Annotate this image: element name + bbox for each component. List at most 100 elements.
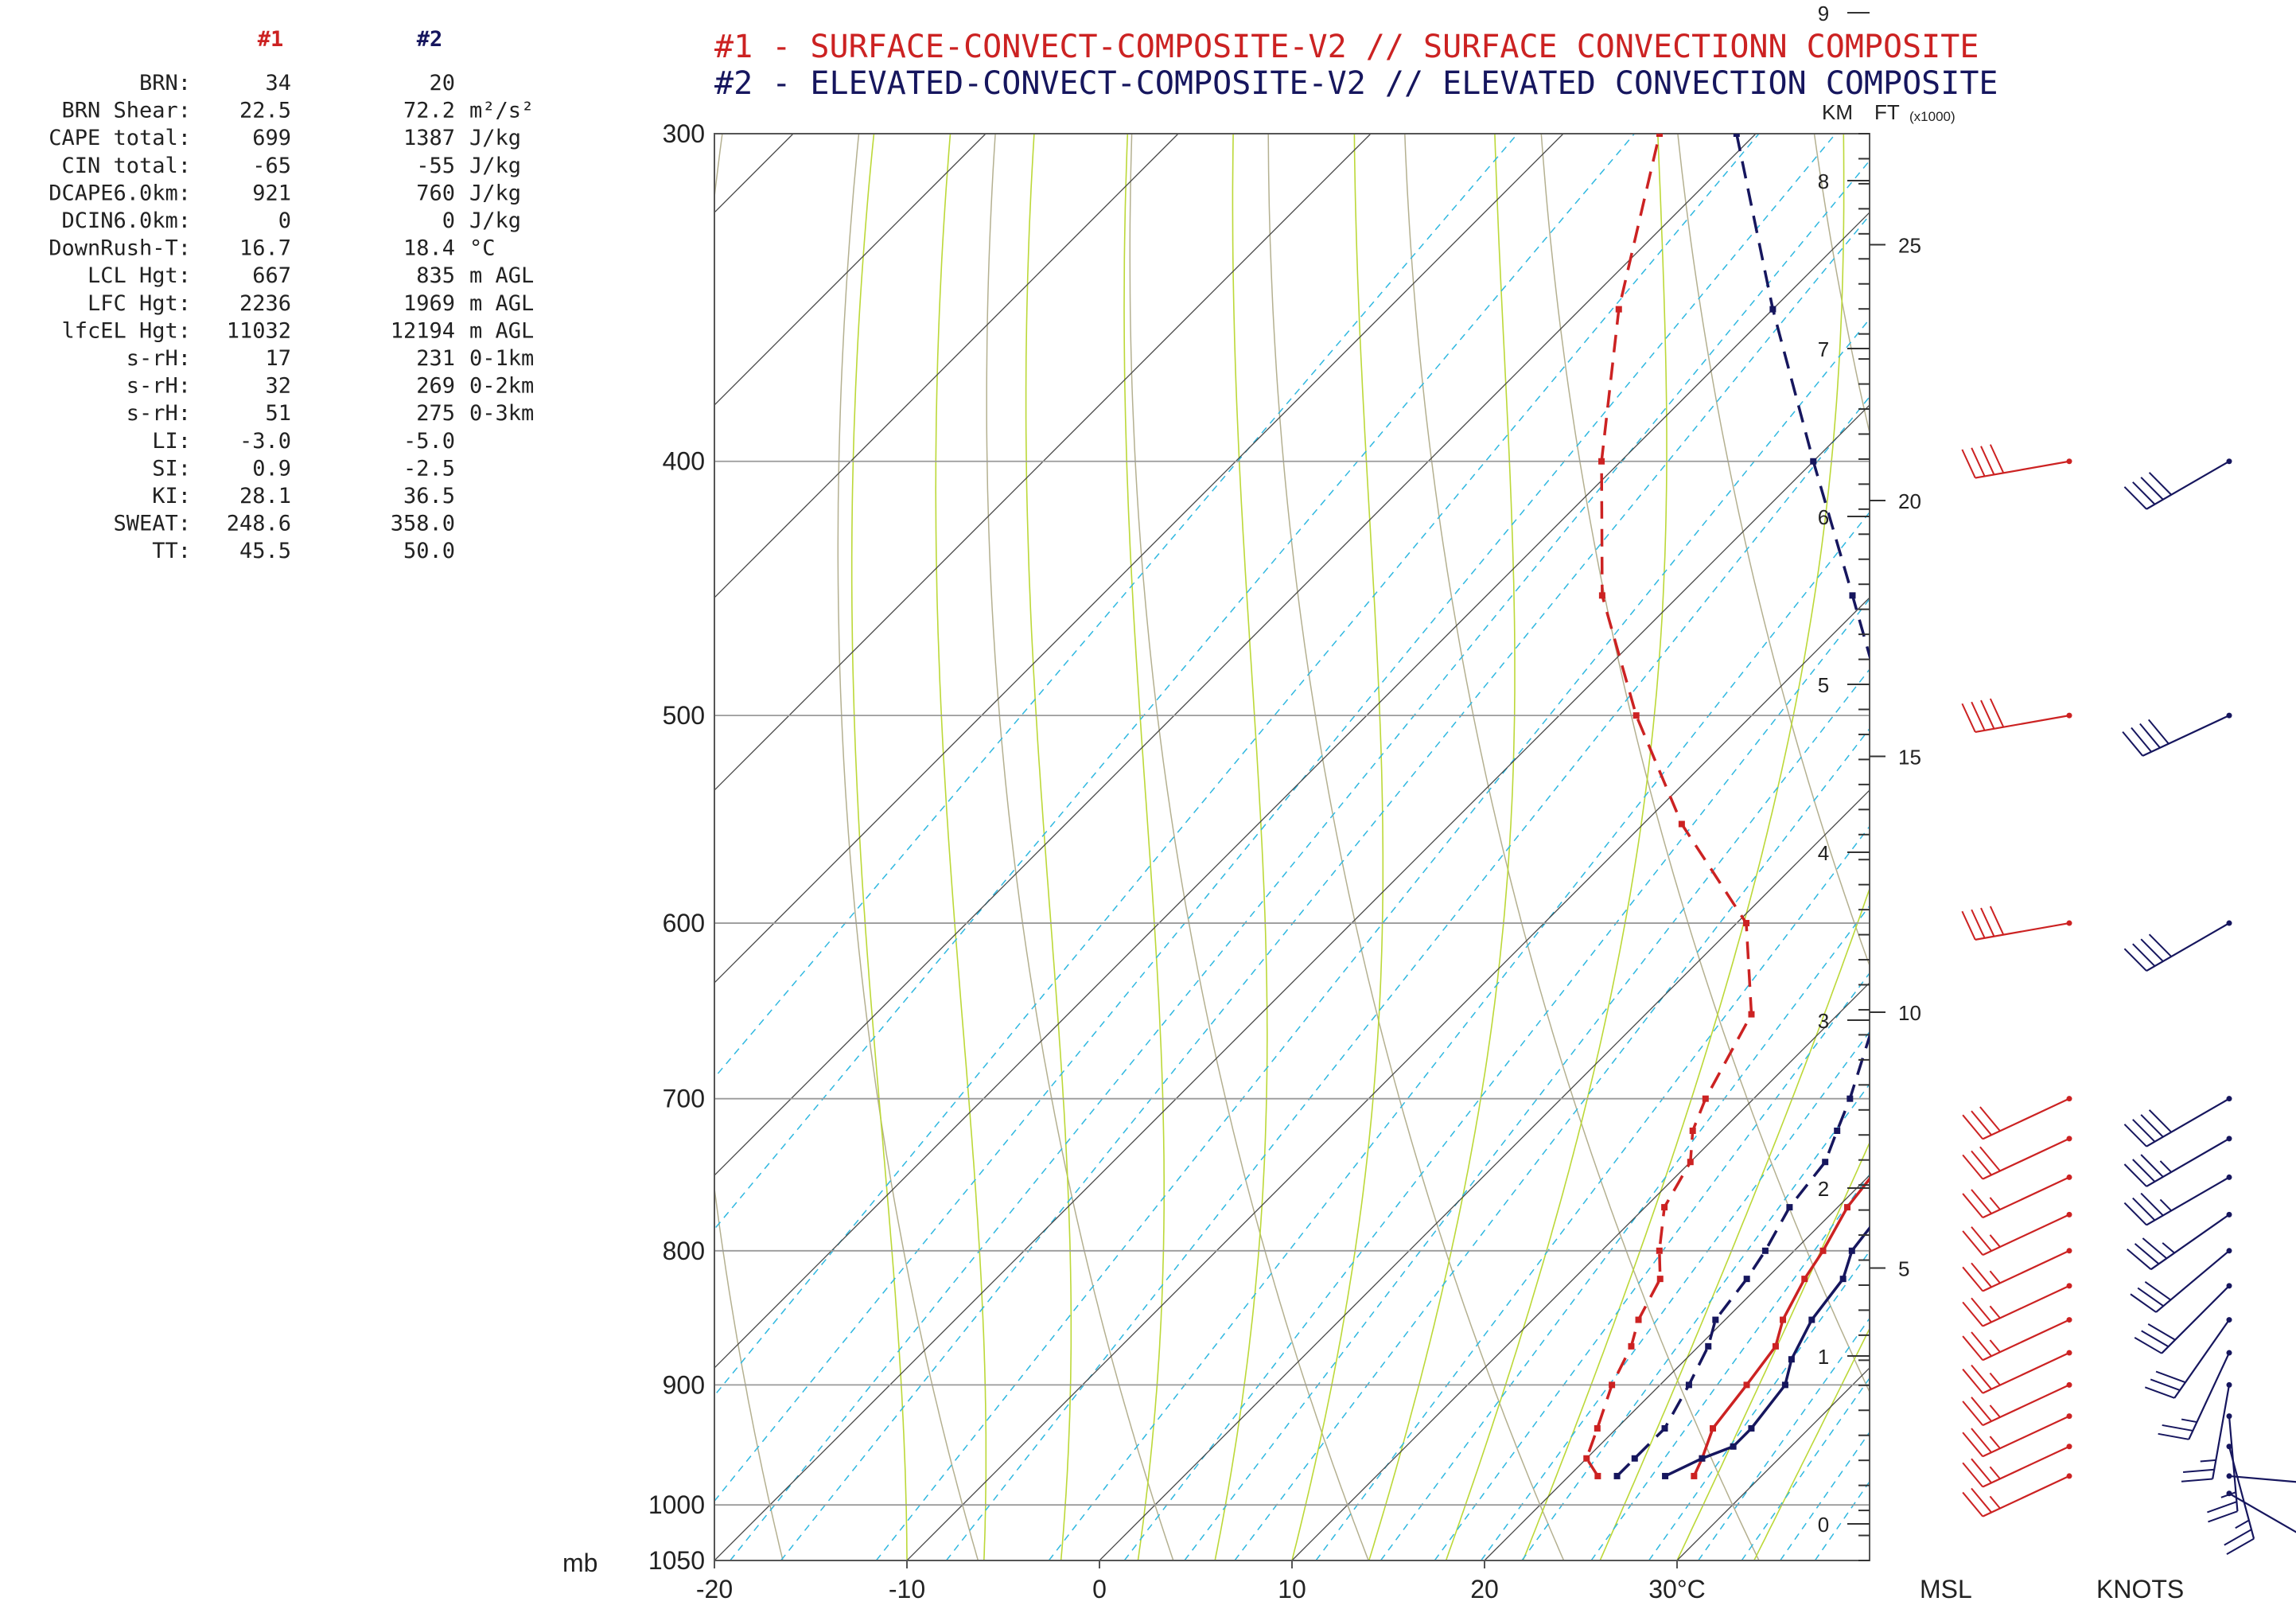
barb-staff	[2161, 1285, 2230, 1354]
wind-barb	[2134, 1283, 2232, 1354]
profile-point	[1583, 1455, 1590, 1462]
barb-staff	[1982, 1445, 2070, 1488]
moist-adiabat	[1522, 134, 1845, 1560]
barb-station	[2226, 1211, 2232, 1218]
profile-point	[1609, 1381, 1616, 1389]
mixing-ratio-line	[945, 395, 1870, 1560]
barb-feather	[2158, 1432, 2189, 1440]
profile-point	[2003, 131, 2010, 137]
profile-point	[1691, 1472, 1698, 1479]
barb-feather	[1962, 1230, 1984, 1256]
isotherm	[1870, 134, 2296, 1560]
profile-point	[1890, 821, 1897, 828]
wind-barb	[1962, 1283, 2072, 1327]
profile-point	[1772, 1342, 1779, 1350]
profile-point	[2022, 920, 2029, 926]
index-unit: J/kg	[469, 154, 521, 178]
thermo-grid	[714, 115, 2296, 1560]
wind-barb	[1962, 1096, 2072, 1140]
index-value-1: 921	[252, 181, 291, 205]
barb-station	[2066, 1136, 2072, 1142]
mixing-ratio-line	[875, 318, 1870, 1560]
barb-feather	[1962, 1401, 1984, 1426]
dry-adiabat	[2219, 115, 2296, 1560]
index-unit: J/kg	[469, 126, 521, 150]
wind-barb	[1962, 1350, 2072, 1394]
mixing-ratio-line	[1648, 1250, 1870, 1560]
barb-station	[2226, 458, 2232, 465]
profile-point	[1733, 134, 1740, 137]
profile-point	[2061, 592, 2068, 598]
index-label: TT:	[152, 539, 191, 563]
barb-staff	[2228, 1475, 2296, 1483]
dry-adiabat	[2084, 115, 2296, 1560]
profile-point	[1594, 1424, 1601, 1432]
barb-feather	[2147, 719, 2170, 745]
mixing-ratio-line	[1315, 825, 1870, 1560]
barb-feather	[1962, 1266, 1984, 1292]
barb-station	[2226, 1248, 2232, 1254]
dry-adiabat	[837, 134, 979, 1560]
wind-barb	[1961, 698, 2072, 734]
barb-feather	[2132, 943, 2156, 967]
isotherm	[1484, 1175, 1870, 1560]
mixing-ratio-line	[1234, 727, 1870, 1560]
profile-point	[1808, 1316, 1815, 1323]
isotherm	[714, 134, 1564, 984]
isotherm	[714, 134, 1179, 598]
barb-feather	[2144, 1281, 2172, 1301]
barb-feather	[1971, 1110, 1992, 1136]
index-value-2: 358.0	[391, 512, 455, 536]
moist-adiabat	[1753, 1327, 1870, 1560]
wind-barb	[2144, 1317, 2232, 1399]
barb-feather	[2207, 1501, 2237, 1514]
index-value-1: 16.7	[239, 236, 291, 261]
index-value-1: 2236	[239, 291, 291, 316]
index-value-1: 667	[252, 263, 291, 288]
barb-staff	[2228, 1492, 2296, 1533]
profile-point	[1822, 1159, 1829, 1166]
barb-station	[2066, 1381, 2072, 1388]
barb-feather	[1979, 1106, 2001, 1132]
profile-point	[1801, 1276, 1808, 1283]
km-tick-label: 3	[1818, 1009, 1829, 1033]
moist-adiabat	[1676, 1141, 1870, 1560]
index-value-1: 51	[265, 401, 291, 426]
km-tick-label: 7	[1818, 337, 1829, 361]
barb-half-feather	[1989, 1405, 2001, 1418]
barb-staff	[1982, 1319, 2070, 1362]
profile-point	[1960, 1011, 1967, 1018]
barb-station	[2226, 712, 2232, 719]
profile-point	[1979, 1011, 1986, 1018]
barb-half-feather	[1989, 1305, 2001, 1319]
barb-station	[2066, 1096, 2072, 1102]
barb-feather	[2226, 1537, 2255, 1556]
barb-feather	[1971, 1226, 1992, 1252]
wind-barb	[1962, 1444, 2072, 1488]
ft-axis-label: FT	[1874, 100, 1900, 124]
km-tick-label: 2	[1818, 1177, 1829, 1201]
wind-barb	[2123, 1174, 2232, 1226]
barb-station	[2226, 1096, 2232, 1102]
profile-point	[1781, 1381, 1788, 1389]
barb-feather	[1971, 701, 1986, 731]
index-unit: 0-2km	[469, 374, 534, 399]
barb-feather	[2208, 1510, 2238, 1523]
profile-point	[2020, 306, 2026, 313]
index-label: DCIN6.0km:	[61, 208, 191, 233]
mixing-ratio-line	[1814, 1480, 1870, 1560]
moist-adiabat	[1123, 134, 1165, 1560]
dry-adiabat	[1267, 134, 1565, 1560]
isotherm	[714, 134, 987, 406]
barb-staff	[1982, 1137, 2070, 1180]
barb-station	[2066, 1317, 2072, 1323]
barb-half-feather	[1989, 1372, 2001, 1386]
profile-point	[1848, 1247, 1855, 1254]
barb-station	[2066, 1211, 2072, 1218]
barb-feather	[1980, 907, 1995, 937]
profile-point	[1769, 306, 1776, 313]
barb-feather	[2134, 1337, 2162, 1354]
isotherm	[714, 404, 1870, 1560]
barb-staff	[1982, 1475, 2070, 1518]
barb-staff	[2150, 1214, 2230, 1271]
